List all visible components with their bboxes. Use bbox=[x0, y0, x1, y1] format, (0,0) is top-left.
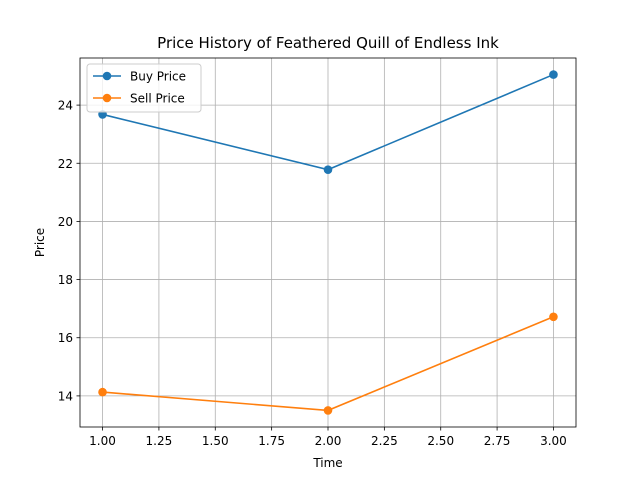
data-point bbox=[323, 406, 333, 415]
x-tick-label: 1.75 bbox=[258, 434, 285, 448]
x-axis-label: Time bbox=[312, 456, 342, 470]
y-axis-ticks: 14 16 18 20 22 24 bbox=[58, 99, 80, 403]
legend-marker bbox=[102, 71, 112, 81]
x-tick-label: 2.75 bbox=[484, 434, 511, 448]
y-tick-label: 20 bbox=[58, 215, 73, 229]
x-tick-label: 1.50 bbox=[202, 434, 229, 448]
legend-label: Buy Price bbox=[130, 70, 186, 84]
y-tick-label: 24 bbox=[58, 99, 73, 113]
x-tick-label: 2.50 bbox=[427, 434, 454, 448]
x-tick-label: 3.00 bbox=[540, 434, 567, 448]
data-point bbox=[98, 387, 107, 397]
legend-marker bbox=[102, 93, 112, 103]
y-axis-label: Price bbox=[33, 228, 47, 257]
x-tick-label: 1.00 bbox=[89, 434, 116, 448]
y-tick-label: 14 bbox=[58, 389, 73, 403]
y-tick-label: 18 bbox=[58, 273, 73, 287]
grid bbox=[80, 58, 576, 427]
plot-area bbox=[79, 57, 577, 428]
data-point bbox=[549, 70, 558, 79]
x-tick-label: 2.25 bbox=[371, 434, 398, 448]
data-point bbox=[549, 312, 558, 322]
x-tick-label: 1.25 bbox=[146, 434, 173, 448]
data-points bbox=[98, 70, 558, 415]
legend-label: Sell Price bbox=[130, 92, 185, 106]
x-axis-ticks: 1.00 1.25 1.50 1.75 2.00 2.25 2.50 2.75 3.00 bbox=[89, 427, 567, 448]
y-tick-label: 16 bbox=[58, 331, 73, 345]
legend: Buy Price Sell Price bbox=[86, 63, 202, 113]
y-tick-label: 22 bbox=[58, 157, 73, 171]
chart-title: Price History of Feathered Quill of Endl… bbox=[157, 34, 499, 52]
x-tick-label: 2.00 bbox=[315, 434, 342, 448]
data-point bbox=[323, 165, 333, 174]
